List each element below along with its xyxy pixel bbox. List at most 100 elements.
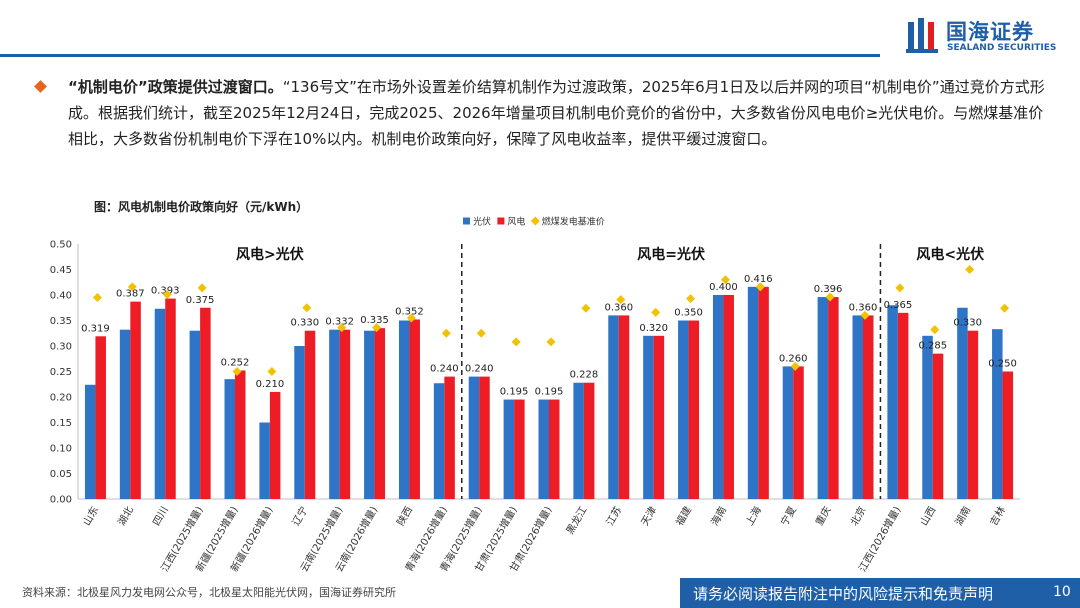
marker-coal-benchmark [127, 282, 137, 292]
bar-pv [329, 329, 340, 499]
data-label-wind: 0.320 [639, 323, 668, 334]
bar-wind [863, 315, 874, 499]
data-label-wind: 0.360 [604, 302, 633, 313]
data-label-wind: 0.250 [988, 359, 1017, 370]
bar-pv [294, 346, 305, 499]
bar-pv [608, 315, 619, 499]
bar-pv [154, 308, 166, 499]
bar-wind [444, 376, 455, 499]
marker-coal-benchmark [476, 328, 486, 338]
bar-pv [712, 295, 724, 499]
bar-wind [897, 312, 909, 499]
bar-pv [433, 383, 445, 499]
marker-coal-benchmark [546, 337, 556, 347]
bar-pv [922, 335, 933, 499]
data-label-wind: 0.393 [151, 286, 180, 297]
x-tick-label: 山东 [80, 504, 101, 528]
marker-coal-benchmark [267, 367, 277, 376]
bullet-diamond-icon [34, 80, 47, 93]
bar-wind [235, 370, 246, 499]
marker-coal-benchmark [232, 367, 242, 376]
legend-label: 风电 [507, 216, 525, 228]
marker-coal-benchmark [441, 328, 451, 338]
x-tick-label: 湖北 [116, 505, 136, 528]
x-tick-label: 上海 [743, 504, 764, 528]
brand-name-cn: 国海证券 [946, 20, 1034, 44]
bar-pv [678, 320, 689, 499]
marker-coal-benchmark [511, 337, 521, 347]
bar-wind [793, 366, 804, 499]
data-label-wind: 0.240 [465, 364, 494, 375]
bar-wind [653, 335, 665, 499]
y-tick-label: 0.50 [50, 240, 72, 251]
x-tick-label: 海南 [708, 504, 729, 528]
bar-pv [817, 297, 829, 499]
footer-band [680, 578, 1080, 608]
legend-swatch [497, 217, 505, 225]
marker-coal-benchmark [755, 282, 765, 292]
y-tick-label: 0.30 [50, 342, 72, 353]
data-label-wind: 0.396 [814, 284, 843, 295]
data-label-wind: 0.360 [849, 302, 878, 313]
marker-coal-benchmark [197, 283, 207, 293]
header-rule [0, 54, 880, 57]
bar-wind [339, 329, 351, 499]
legend-label: 光伏 [473, 216, 491, 228]
x-tick-label: 黑龙江 [563, 504, 589, 536]
data-label-wind: 0.260 [779, 353, 808, 364]
data-label-wind: 0.350 [674, 308, 703, 319]
marker-coal-benchmark [162, 289, 172, 299]
brand-name-en: SEALAND SECURITIES [947, 43, 1057, 53]
x-tick-label: 天津 [639, 505, 659, 528]
bar-wind [583, 382, 595, 499]
x-tick-label: 江苏 [603, 504, 624, 528]
bar-wind [479, 376, 490, 499]
marker-coal-benchmark [930, 325, 940, 335]
bar-wind [374, 328, 386, 499]
bar-pv [747, 286, 759, 499]
brand-logo: 国海证券 SEALAND SECURITIES [906, 12, 1066, 58]
bar-wind [967, 330, 979, 499]
x-tick-label: 吉林 [987, 504, 1008, 528]
y-tick-label: 0.45 [50, 265, 72, 276]
intro-body: “136号文”在市场外设置差价结算机制作为过渡政策，2025年6月1日及以后并网… [68, 78, 1045, 148]
x-tick-label: 四川 [151, 505, 171, 528]
bar-wind [549, 399, 560, 499]
bar-pv [538, 399, 549, 499]
marker-coal-benchmark [790, 361, 800, 371]
bar-wind [130, 301, 141, 499]
x-tick-label: 宁夏 [778, 504, 799, 528]
bar-wind [758, 286, 769, 499]
legend-swatch [463, 217, 470, 225]
x-tick-label: 北京 [847, 504, 868, 528]
data-label-wind: 0.330 [953, 318, 982, 329]
x-tick-label: 重庆 [812, 504, 833, 528]
intro-lead: “机制电价”政策提供过渡窗口。 [68, 78, 283, 96]
data-label-wind: 0.285 [918, 341, 947, 352]
bar-pv [852, 315, 863, 499]
data-label-wind: 0.400 [709, 282, 738, 293]
data-label-wind: 0.332 [325, 317, 354, 328]
bar-wind [95, 336, 106, 499]
group-label: 风电>光伏 [236, 246, 304, 263]
bar-pv [782, 366, 794, 499]
x-tick-label: 福建 [673, 504, 694, 528]
marker-coal-benchmark [616, 295, 626, 305]
data-label-wind: 0.319 [81, 323, 110, 334]
source-note: 资料来源：北极星风力发电网公众号，北极星太阳能光伏网，国海证券研究所 [22, 586, 396, 599]
bar-pv [224, 379, 235, 499]
data-label-wind: 0.240 [430, 364, 459, 375]
marker-coal-benchmark [860, 310, 870, 320]
data-label-wind: 0.375 [186, 295, 215, 306]
x-tick-label: 辽宁 [289, 504, 310, 528]
bar-pv [643, 335, 654, 499]
marker-coal-benchmark [92, 293, 102, 303]
disclaimer-text: 请务必阅读报告附注中的风险提示和免责声明 [693, 585, 994, 603]
bar-wind [828, 297, 839, 499]
page-number: 10 [1053, 584, 1071, 600]
marker-coal-benchmark [651, 307, 661, 317]
y-tick-label: 0.00 [50, 495, 72, 506]
marker-coal-benchmark [720, 275, 730, 285]
bar-wind [304, 330, 316, 499]
group-label: 风电<光伏 [916, 246, 984, 263]
